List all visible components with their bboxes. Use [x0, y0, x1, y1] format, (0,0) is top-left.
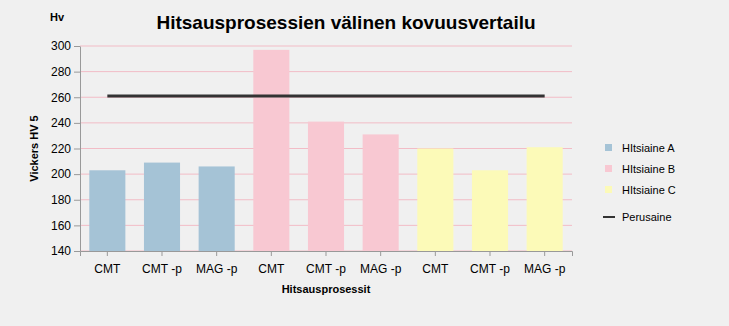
bar	[527, 147, 563, 251]
tick-mark	[380, 251, 381, 256]
bar	[199, 166, 235, 251]
tick-mark	[74, 174, 80, 175]
grid-line	[80, 97, 572, 98]
grid-line	[80, 46, 572, 47]
tick: 280	[51, 65, 80, 79]
tick: 180	[51, 193, 80, 207]
annotation: Hv	[50, 11, 65, 23]
tick-mark	[544, 251, 545, 256]
legend-item: Perusaine	[603, 211, 672, 223]
legend-swatch	[605, 144, 612, 151]
legend-label: HItsiaine B	[622, 163, 675, 175]
x-axis-line	[81, 252, 573, 257]
tick-mark	[107, 251, 108, 256]
legend-swatch	[603, 216, 615, 218]
legend-swatch	[605, 165, 612, 172]
tick-label: 160	[51, 219, 71, 233]
tick-label: 300	[51, 39, 71, 53]
chart: 140 160 180 200 220 240 260 280 300 CMT CMT -p MAG …	[0, 0, 729, 326]
tick-label: CMT	[422, 262, 449, 276]
bar	[472, 170, 508, 251]
tick-label: CMT	[258, 262, 285, 276]
tick-label: 280	[51, 65, 71, 79]
x-axis-title: Hitsausprosessit	[282, 283, 371, 295]
tick: 260	[51, 91, 80, 105]
y-axis-title: Vickers HV 5	[28, 115, 40, 181]
legend: HItsiaine A HItsiaine B HItsiaine C Perusai…	[603, 142, 676, 223]
tick: 220	[51, 142, 80, 156]
bar	[253, 50, 289, 251]
plot: 140 160 180 200 220 240 260 280 300 CMT CMT -p MAG …	[51, 39, 573, 276]
line	[107, 94, 544, 97]
legend-swatch	[605, 186, 612, 193]
tick-mark	[271, 251, 272, 256]
tick-mark	[162, 251, 163, 256]
tick-mark	[74, 251, 80, 252]
tick-label: CMT -p	[470, 262, 510, 276]
tick-label: MAG -p	[360, 262, 402, 276]
bar	[308, 122, 344, 251]
tick: CMT -p	[142, 251, 182, 276]
tick-label: 200	[51, 167, 71, 181]
tick-mark	[490, 251, 491, 256]
tick-mark	[74, 46, 80, 47]
bar	[417, 149, 453, 252]
bar	[89, 170, 125, 251]
tick-label: CMT	[94, 262, 121, 276]
tick: 140	[51, 244, 80, 258]
x-axis: CMT CMT -p MAG -p CMT CMT -p MAG -p CMT CMT -p M…	[81, 251, 573, 276]
tick-label: CMT -p	[142, 262, 182, 276]
tick-label: 220	[51, 142, 71, 156]
tick-label: 180	[51, 193, 71, 207]
tick: MAG -p	[196, 251, 238, 276]
legend-label: Perusaine	[622, 211, 672, 223]
tick: MAG -p	[524, 251, 566, 276]
tick-label: 260	[51, 91, 71, 105]
tick-mark	[74, 200, 80, 201]
bar	[144, 163, 180, 251]
y-axis: 140 160 180 200 220 240 260 280 300	[51, 39, 81, 258]
tick: 240	[51, 116, 80, 130]
bar	[363, 134, 399, 251]
tick: CMT	[422, 251, 449, 276]
tick-mark	[74, 123, 80, 124]
tick-mark	[74, 72, 80, 73]
legend-label: HItsiaine A	[622, 142, 675, 154]
tick: 160	[51, 219, 80, 233]
tick: CMT	[258, 251, 285, 276]
legend-item: HItsiaine C	[605, 184, 676, 196]
tick: 300	[51, 39, 80, 53]
legend-item: HItsiaine A	[605, 142, 675, 154]
tick: CMT -p	[470, 251, 510, 276]
grid-line	[80, 71, 572, 72]
grid	[80, 46, 572, 251]
legend-label: HItsiaine C	[622, 184, 676, 196]
tick-label: CMT -p	[306, 262, 346, 276]
tick-mark	[74, 149, 80, 150]
tick-label: MAG -p	[196, 262, 238, 276]
marks	[89, 50, 562, 251]
tick-label: MAG -p	[524, 262, 566, 276]
tick: MAG -p	[360, 251, 402, 276]
tick-mark	[74, 97, 80, 98]
y-axis-line	[80, 47, 81, 252]
tick: CMT -p	[306, 251, 346, 276]
tick-label: 140	[51, 244, 71, 258]
title: Hitsausprosessien välinen kovuusvertailu	[156, 12, 535, 33]
tick: 200	[51, 167, 80, 181]
tick: CMT	[94, 251, 121, 276]
legend-item: HItsiaine B	[605, 163, 675, 175]
tick-mark	[326, 251, 327, 256]
tick-mark	[216, 251, 217, 256]
tick-mark	[74, 225, 80, 226]
tick-mark	[435, 251, 436, 256]
tick-label: 240	[51, 116, 71, 130]
